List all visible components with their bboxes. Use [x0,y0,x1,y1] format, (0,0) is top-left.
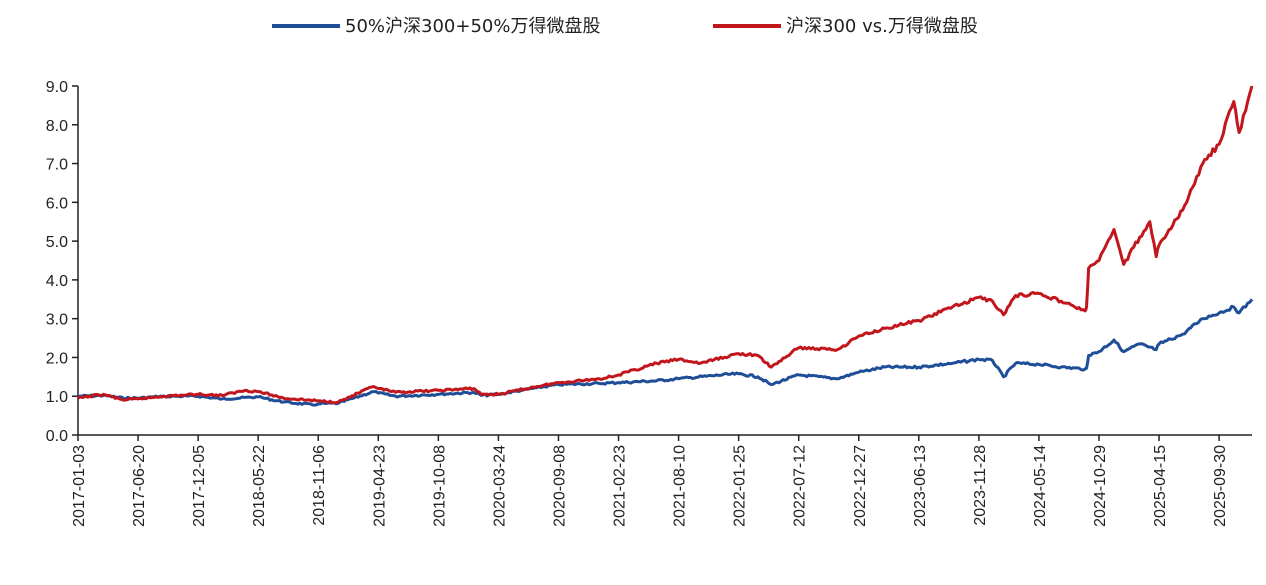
x-tick-label: 2022-12-27 [852,445,869,527]
x-tick-label: 2023-06-13 [912,445,929,527]
x-tick-label: 2022-07-12 [792,445,809,527]
y-tick-label: 4.0 [46,273,68,290]
y-tick-label: 5.0 [46,234,68,251]
y-tick-label: 6.0 [46,195,68,212]
series-line-2 [77,85,1254,405]
x-tick-label: 2022-01-25 [732,445,749,527]
x-tick-label: 2019-04-23 [371,445,388,527]
x-tick-label: 2021-08-10 [672,445,689,527]
y-axis-ticks: 0.0 1.0 2.0 3.0 4.0 5.0 6.0 7.0 8.0 9.0 [46,79,78,445]
y-tick-label: 9.0 [46,79,68,96]
y-tick-label: 2.0 [46,350,68,367]
x-tick-label: 2019-10-08 [431,445,448,527]
x-tick-label: 2024-05-14 [1032,445,1049,527]
legend: 50%沪深300+50%万得微盘股 沪深300 vs.万得微盘股 [272,16,978,37]
y-tick-label: 0.0 [46,428,68,445]
x-tick-label: 2017-01-03 [71,445,88,527]
legend-label-series-2: 沪深300 vs.万得微盘股 [786,16,978,37]
x-axis-ticks: 2017-01-03 2017-06-20 2017-12-05 2018-05-22… [71,435,1229,527]
x-tick-label: 2021-02-23 [612,445,629,527]
x-tick-label: 2017-12-05 [191,445,208,527]
legend-item-series-1: 50%沪深300+50%万得微盘股 [272,16,600,37]
y-tick-label: 8.0 [46,118,68,135]
y-tick-label: 1.0 [46,389,68,406]
series-group [77,85,1254,407]
x-tick-label: 2017-06-20 [131,445,148,527]
x-tick-label: 2020-03-24 [491,445,508,527]
x-tick-label: 2023-11-28 [972,445,989,526]
x-tick-label: 2018-05-22 [251,445,268,527]
x-tick-label: 2020-09-08 [551,445,568,527]
x-tick-label: 2024-10-29 [1092,445,1109,527]
x-tick-label: 2025-04-15 [1152,445,1169,527]
x-tick-label: 2025-09-30 [1212,445,1229,527]
x-tick-label: 2018-11-06 [311,445,328,526]
y-tick-label: 3.0 [46,312,68,329]
series-line-1 [77,298,1254,407]
y-tick-label: 7.0 [46,157,68,174]
legend-item-series-2: 沪深300 vs.万得微盘股 [713,16,978,37]
legend-label-series-1: 50%沪深300+50%万得微盘股 [345,16,600,37]
